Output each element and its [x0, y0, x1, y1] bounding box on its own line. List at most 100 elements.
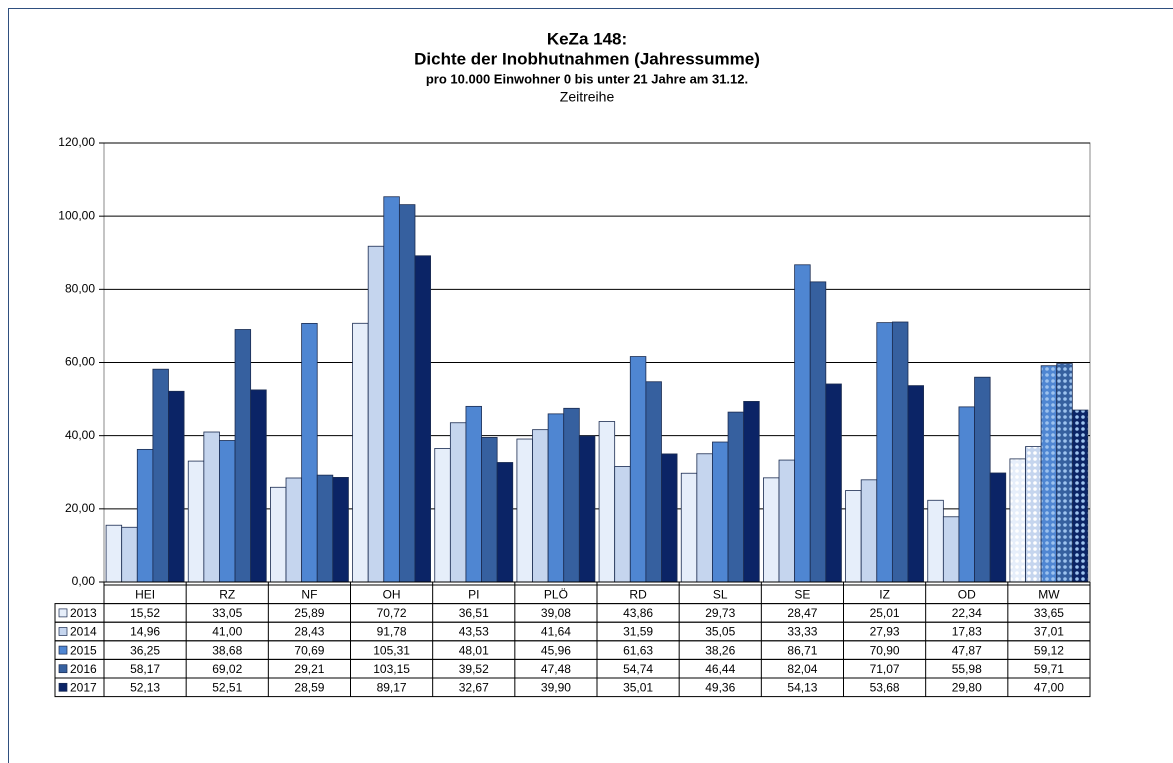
table-value: 52,51: [212, 680, 242, 694]
bar: [481, 437, 498, 583]
table-value: 58,17: [130, 662, 160, 676]
table-row: [54, 621, 1091, 642]
bar: [547, 413, 565, 583]
bar: [1056, 363, 1073, 583]
legend-swatch: [58, 682, 68, 692]
table-value: 29,80: [952, 680, 982, 694]
table-value: 55,98: [952, 662, 982, 676]
table-value: 38,68: [212, 643, 242, 657]
bar: [696, 453, 713, 583]
table-value: 39,52: [459, 662, 489, 676]
bar: [105, 524, 123, 583]
bar: [352, 322, 369, 583]
bar: [219, 440, 236, 583]
legend-swatch: [58, 664, 68, 674]
bar: [876, 322, 893, 583]
bar: [794, 264, 811, 583]
table-value: 41,64: [541, 625, 571, 639]
legend-label: 2013: [70, 606, 97, 620]
bar: [285, 477, 303, 583]
bar: [743, 401, 760, 583]
y-tick-label: 40,00: [65, 428, 95, 442]
table-value: 69,02: [212, 662, 242, 676]
bar: [316, 474, 334, 583]
table-value: 70,90: [870, 643, 900, 657]
table-value: 28,59: [294, 680, 324, 694]
bar: [465, 405, 482, 583]
table-value: 43,86: [623, 606, 653, 620]
bar: [168, 390, 185, 583]
y-tick-label: 80,00: [65, 282, 95, 296]
table-value: 29,21: [294, 662, 324, 676]
bar: [434, 448, 451, 583]
bar: [234, 329, 252, 583]
table-value: 89,17: [377, 680, 407, 694]
table-value: 47,48: [541, 662, 571, 676]
bar: [152, 368, 169, 583]
y-tick-label: 120,00: [58, 135, 95, 149]
table-value: 36,25: [130, 643, 160, 657]
legend-label: 2016: [70, 662, 97, 676]
legend-label: 2017: [70, 680, 97, 694]
bar: [860, 479, 878, 583]
bar: [1071, 409, 1089, 583]
y-tick-label: 20,00: [65, 501, 95, 515]
table-value: 35,01: [623, 680, 653, 694]
bar: [598, 421, 616, 583]
table-value: 47,00: [1034, 680, 1064, 694]
bar: [516, 438, 533, 583]
bar: [449, 422, 467, 583]
table-value: 45,96: [541, 643, 571, 657]
table-value: 59,71: [1034, 662, 1064, 676]
table-value: 41,00: [212, 625, 242, 639]
table-value: 52,13: [130, 680, 160, 694]
bar: [680, 472, 698, 583]
table-value: 59,12: [1034, 643, 1064, 657]
table-value: 43,53: [459, 625, 489, 639]
table-value: 32,67: [459, 680, 489, 694]
table-row: [54, 603, 1091, 623]
bar: [1025, 446, 1042, 583]
chart-title: KeZa 148:: [547, 29, 627, 48]
x-tick-label: SL: [713, 587, 728, 601]
table-row: [54, 658, 1091, 679]
table-value: 25,01: [870, 606, 900, 620]
bar: [891, 321, 909, 583]
bar: [1009, 458, 1026, 583]
table-value: 31,59: [623, 625, 653, 639]
legend-swatch: [58, 608, 68, 618]
table-value: 28,47: [787, 606, 817, 620]
chart-subtitle: pro 10.000 Einwohner 0 bis unter 21 Jahr…: [426, 71, 748, 86]
bar: [778, 459, 796, 583]
table-value: 70,72: [377, 606, 407, 620]
table-value: 35,05: [705, 625, 735, 639]
bar: [121, 526, 138, 583]
bar: [661, 453, 678, 583]
bar: [187, 460, 205, 583]
table-value: 54,13: [787, 680, 817, 694]
frame: [8, 8, 1173, 763]
x-tick-label: RZ: [219, 587, 235, 601]
x-tick-label: RD: [629, 587, 647, 601]
table-value: 105,31: [373, 643, 410, 657]
table-value: 53,68: [870, 680, 900, 694]
table-value: 71,07: [870, 662, 900, 676]
bar: [907, 385, 924, 583]
table-value: 33,33: [787, 625, 817, 639]
table-value: 37,01: [1034, 625, 1064, 639]
x-tick-label: OH: [383, 587, 401, 601]
bar: [578, 435, 596, 583]
x-tick-label: PLÖ: [544, 587, 568, 601]
x-tick-label: HEI: [135, 587, 155, 601]
bar: [496, 462, 514, 583]
table-value: 86,71: [787, 643, 817, 657]
bar: [383, 196, 400, 583]
table-value: 22,34: [952, 606, 982, 620]
table-row: [54, 640, 1091, 660]
bar: [727, 411, 745, 583]
bar: [927, 499, 944, 583]
table-row: [54, 677, 1091, 698]
table-value: 15,52: [130, 606, 160, 620]
table-value: 33,05: [212, 606, 242, 620]
